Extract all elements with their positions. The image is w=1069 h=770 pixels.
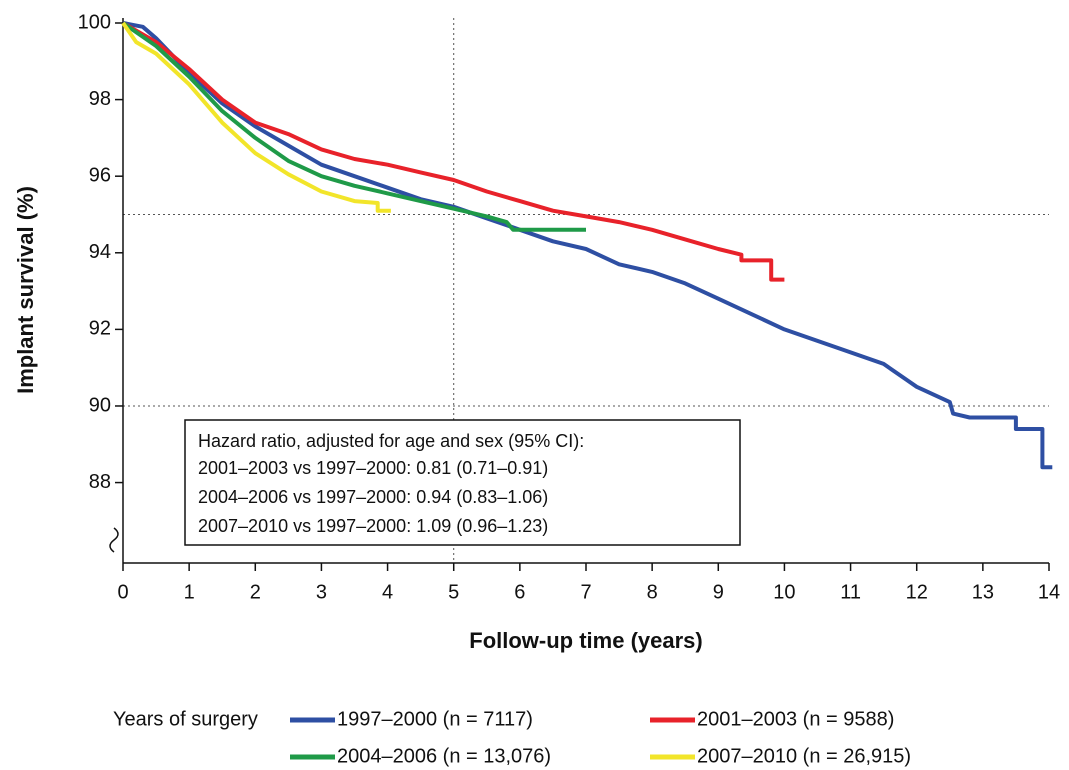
series-line	[122, 21, 785, 282]
series-line	[121, 21, 586, 232]
x-tick-label: 11	[840, 581, 861, 603]
reference-lines	[123, 18, 1049, 563]
y-tick-label: 88	[89, 471, 111, 493]
x-tick-label: 6	[514, 581, 525, 603]
legend-title: Years of surgery	[113, 708, 258, 730]
y-tick-label: 96	[89, 164, 111, 186]
y-tick-label: 100	[78, 11, 111, 33]
annotation-text: Hazard ratio, adjusted for age and sex (…	[198, 431, 584, 451]
x-tick-label: 8	[647, 581, 658, 603]
legend-label: 2007–2010 (n = 26,915)	[697, 745, 911, 767]
x-tick-label: 7	[580, 581, 591, 603]
x-tick-label: 10	[773, 581, 795, 603]
x-tick-label: 2	[250, 581, 261, 603]
legend-label: 2004–2006 (n = 13,076)	[337, 745, 551, 767]
x-tick-label: 13	[972, 581, 994, 603]
x-tick-label: 1	[184, 581, 195, 603]
x-tick-label: 3	[316, 581, 327, 603]
legend-label: 1997–2000 (n = 7117)	[337, 708, 533, 730]
annotation-text: 2001–2003 vs 1997–2000: 0.81 (0.71–0.91)	[198, 458, 548, 478]
x-tick-label: 5	[448, 581, 459, 603]
y-tick-label: 92	[89, 318, 111, 340]
annotation-text: 2007–2010 vs 1997–2000: 1.09 (0.96–1.23)	[198, 516, 548, 536]
x-tick-label: 12	[906, 581, 928, 603]
x-tick-label: 0	[117, 581, 128, 603]
annotation-text: 2004–2006 vs 1997–2000: 0.94 (0.83–1.06)	[198, 487, 548, 507]
y-axis-title: Implant survival (%)	[13, 186, 38, 394]
x-tick-label: 9	[713, 581, 724, 603]
x-axis-title: Follow-up time (years)	[469, 628, 702, 653]
x-tick-label: 14	[1038, 581, 1060, 603]
series-line	[122, 21, 1053, 470]
y-tick-label: 90	[89, 394, 111, 416]
axis-break	[109, 527, 119, 553]
y-tick-label: 94	[89, 241, 111, 263]
annotation-box	[184, 419, 741, 546]
y-tick-label: 98	[89, 88, 111, 110]
legend-label: 2001–2003 (n = 9588)	[697, 708, 894, 730]
series-line	[121, 21, 391, 213]
x-tick-label: 4	[382, 581, 393, 603]
